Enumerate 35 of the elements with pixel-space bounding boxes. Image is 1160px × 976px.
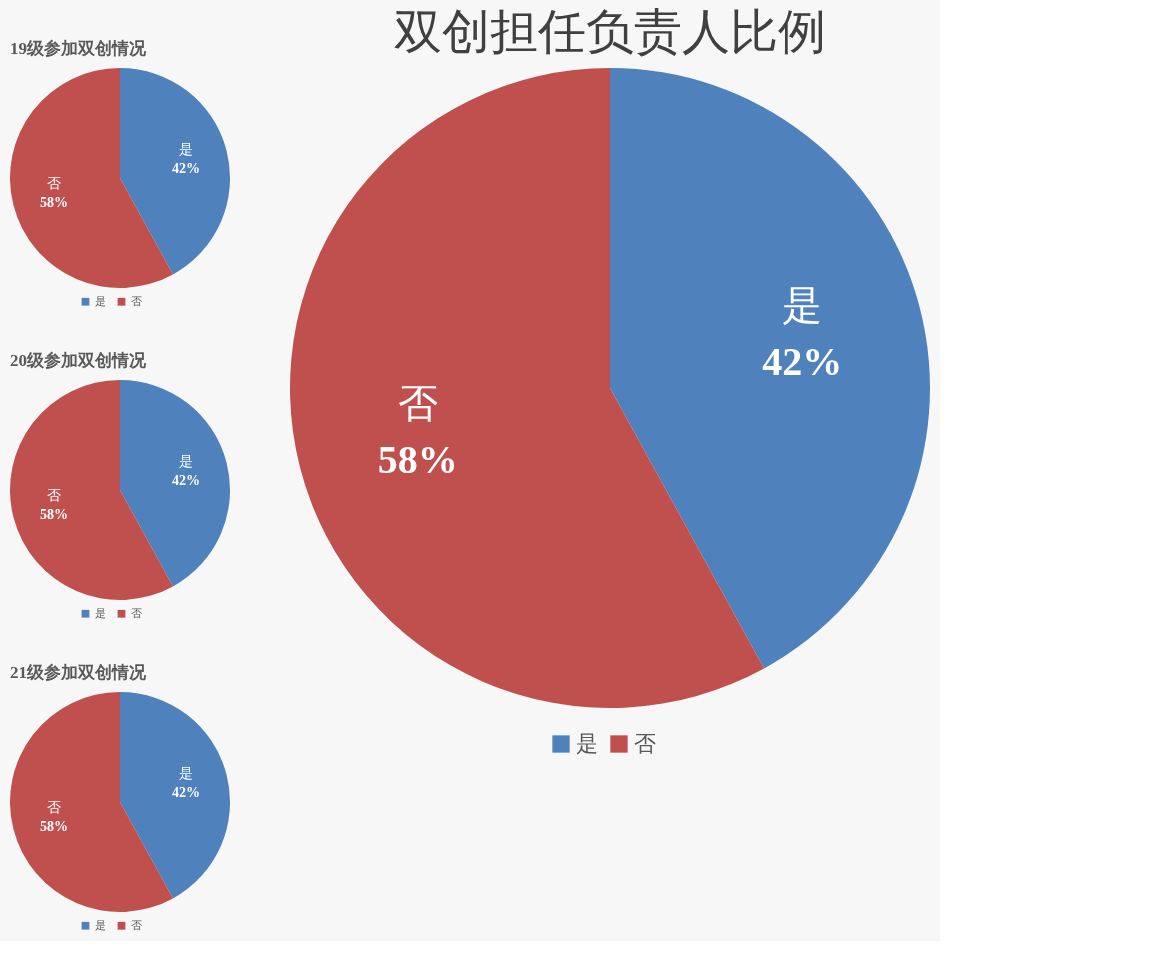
legend-label: 否 <box>131 606 142 619</box>
slice-label: 否 <box>46 487 61 503</box>
data-label: 58% <box>39 507 68 523</box>
legend-label: 否 <box>131 294 142 307</box>
legend-label: 否 <box>131 918 142 931</box>
slice-label: 是 <box>179 141 194 157</box>
slice-label: 是 <box>179 765 194 781</box>
slice-label: 否 <box>46 175 61 191</box>
data-label: 58% <box>39 195 68 211</box>
legend-label: 是 <box>95 606 106 619</box>
legend-label: 是 <box>95 918 106 931</box>
chart-title: 21级参加双创情况 <box>10 663 147 682</box>
pie-slice <box>10 68 173 288</box>
data-label: 42% <box>172 473 201 489</box>
pie-slice <box>120 692 230 899</box>
data-label: 42% <box>172 161 201 177</box>
legend-label: 否 <box>634 731 656 756</box>
slice-label: 是 <box>179 453 194 469</box>
slice-label: 否 <box>46 799 61 815</box>
data-label: 58% <box>39 819 68 835</box>
pie-slice <box>120 68 230 275</box>
pie-slice <box>610 68 930 669</box>
chart-title: 19级参加双创情况 <box>10 39 147 58</box>
data-label: 58% <box>377 437 458 483</box>
data-label: 42% <box>172 785 201 801</box>
chart-title: 双创担任负责人比例 <box>394 5 826 58</box>
chart-title: 20级参加双创情况 <box>10 351 147 370</box>
slice-label: 是 <box>782 282 823 328</box>
pie-slice <box>120 380 230 587</box>
legend-label: 是 <box>95 294 106 307</box>
legend-label: 是 <box>576 731 598 756</box>
pie-slice <box>10 380 173 600</box>
slice-label: 否 <box>397 381 438 427</box>
pie-slice <box>10 692 173 912</box>
data-label: 42% <box>762 338 843 384</box>
